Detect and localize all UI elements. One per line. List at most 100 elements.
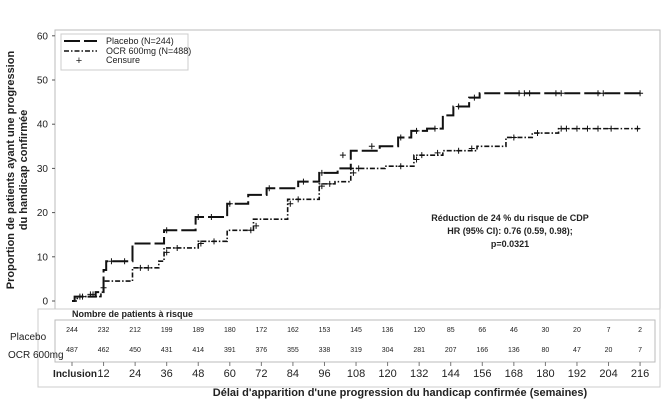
- censor-mark: [471, 94, 478, 101]
- x-tick-label: 120: [378, 368, 396, 380]
- censor-mark: [595, 125, 601, 132]
- censor-mark: [418, 152, 425, 159]
- annotation-line-3: p=0.0321: [491, 239, 529, 249]
- risk-count: 376: [256, 347, 268, 354]
- x-axis-label: Délai d'apparition d'une progression du …: [213, 387, 588, 399]
- censor-mark: [287, 200, 294, 207]
- censor-mark: [455, 147, 462, 154]
- censor-mark: [121, 258, 128, 265]
- risk-count: 166: [476, 347, 488, 354]
- risk-count: 487: [66, 347, 78, 354]
- risk-count: 338: [319, 347, 331, 354]
- censor-mark: [521, 90, 528, 97]
- x-tick-label: 96: [318, 368, 330, 380]
- risk-count: 172: [256, 327, 268, 334]
- y-tick-label: 60: [37, 31, 49, 42]
- risk-table-title: Nombre de patients à risque: [72, 309, 193, 319]
- y-axis-label-line1: Proportion de patients ayant une progres…: [5, 51, 17, 290]
- censor-mark: [163, 249, 170, 256]
- x-tick-label: 72: [255, 368, 267, 380]
- censor-mark: [558, 90, 565, 97]
- placebo-curve: [72, 92, 641, 302]
- y-tick-label: 10: [37, 252, 49, 263]
- legend-ocr-label: OCR 600mg (N=488): [106, 46, 191, 56]
- x-tick-label: 60: [224, 368, 236, 380]
- y-tick-label: 50: [37, 76, 49, 87]
- censor-mark: [326, 180, 333, 187]
- risk-count: 153: [319, 327, 331, 334]
- risk-count: 212: [129, 327, 141, 334]
- risk-count: 20: [605, 347, 613, 354]
- censor-mark: [634, 125, 641, 132]
- annotation: Réduction de 24 % du risque de CDP HR (9…: [431, 213, 589, 249]
- censor-mark: [197, 240, 204, 247]
- annotation-line-1: Réduction de 24 % du risque de CDP: [431, 213, 589, 223]
- censor-mark: [595, 90, 601, 97]
- x-tick-label: 180: [536, 368, 554, 380]
- risk-count: 120: [413, 327, 425, 334]
- risk-count: 189: [192, 327, 204, 334]
- risk-table-frame: [37, 308, 661, 388]
- risk-count: 162: [287, 327, 299, 334]
- censor-mark: [558, 125, 565, 132]
- censor-mark: [368, 143, 375, 150]
- censor-mark: [137, 264, 144, 271]
- x-tick-label: Inclusion: [53, 369, 97, 380]
- censor-mark: [397, 163, 404, 170]
- censor-mark: [516, 90, 523, 97]
- censor-mark: [350, 169, 357, 176]
- x-tick-label: 132: [410, 368, 428, 380]
- risk-count: 232: [98, 327, 110, 334]
- censor-mark: [339, 152, 346, 159]
- x-tick-label: 192: [568, 368, 586, 380]
- annotation-line-2: HR (95% CI): 0.76 (0.59, 0.98);: [447, 226, 573, 236]
- x-tick-label: 144: [442, 368, 460, 380]
- censor-mark: [600, 90, 607, 97]
- censor-mark: [76, 293, 83, 300]
- risk-count: 66: [478, 327, 486, 334]
- x-tick-label: 84: [287, 368, 299, 380]
- censor-mark: [253, 222, 260, 229]
- censor-mark: [552, 90, 559, 97]
- risk-count: 136: [508, 347, 520, 354]
- risk-count: 281: [413, 347, 425, 354]
- censor-mark: [211, 238, 218, 245]
- censor-mark: [573, 125, 580, 132]
- censor-mark: [563, 125, 570, 132]
- y-axis-label: Proportion de patients ayant une progres…: [5, 51, 30, 290]
- risk-count: 199: [161, 327, 173, 334]
- x-tick-label: 12: [97, 368, 109, 380]
- x-tick-label: 108: [347, 368, 365, 380]
- censor-mark: [413, 156, 420, 163]
- censor-mark: [174, 244, 181, 251]
- censor-mark: [413, 127, 420, 134]
- censor-mark: [108, 258, 115, 265]
- y-axis-label-line2: du handicap confirmée: [18, 110, 30, 230]
- censor-mark: [468, 145, 475, 152]
- x-tick-label: 24: [129, 368, 141, 380]
- y-tick-label: 30: [37, 164, 49, 175]
- censor-mark: [247, 227, 254, 234]
- censor-mark: [608, 125, 615, 132]
- censor-mark: [90, 291, 97, 298]
- risk-count: 47: [573, 347, 581, 354]
- censor-mark: [100, 284, 107, 291]
- x-tick-label: 204: [599, 368, 617, 380]
- risk-count: 46: [510, 327, 518, 334]
- risk-count: 304: [382, 347, 394, 354]
- risk-count: 355: [287, 347, 299, 354]
- censor-mark: [145, 264, 152, 271]
- censor-mark: [526, 90, 533, 97]
- risk-count: 2: [638, 327, 642, 334]
- censor-mark: [397, 134, 404, 141]
- risk-count: 136: [382, 327, 394, 334]
- ocr-curve: [72, 127, 641, 302]
- y-tick-label: 0: [42, 297, 48, 308]
- censor-mark: [431, 125, 438, 132]
- risk-row-label-ocr: OCR 600mg: [8, 350, 64, 361]
- legend-box: [60, 33, 189, 71]
- risk-count: 7: [607, 327, 611, 334]
- censor-mark: [318, 169, 325, 176]
